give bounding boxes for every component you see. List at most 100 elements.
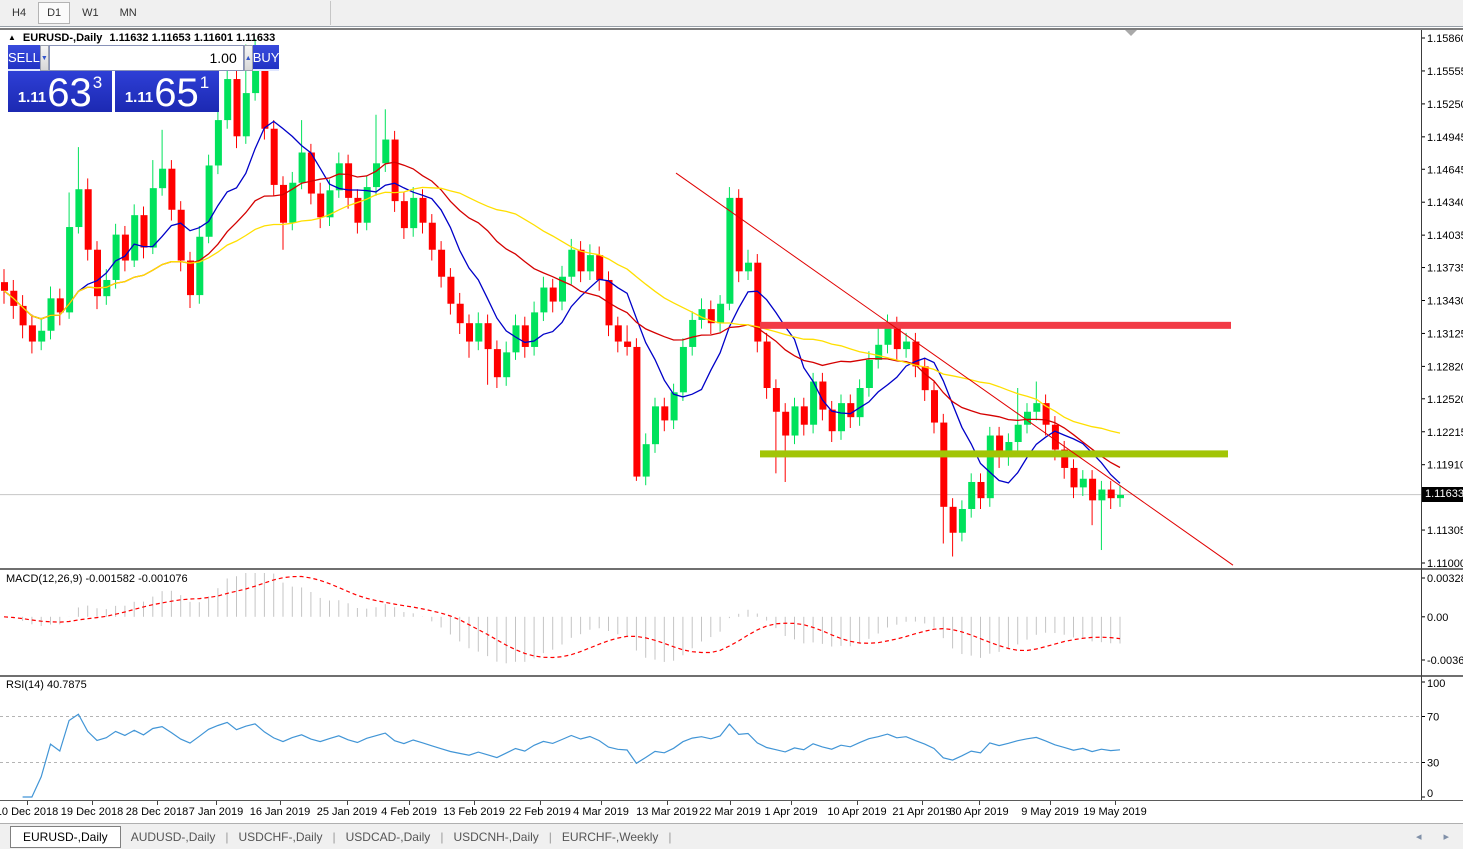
date-tick bbox=[347, 801, 348, 805]
sell-price-prefix: 1.11 bbox=[17, 89, 47, 106]
date-tick bbox=[1050, 801, 1051, 805]
svg-text:1.11000: 1.11000 bbox=[1427, 558, 1463, 568]
timeframe-tab-w1[interactable]: W1 bbox=[82, 7, 99, 19]
buy-price-prefix: 1.11 bbox=[124, 89, 154, 106]
svg-text:0: 0 bbox=[1427, 788, 1433, 800]
date-label: 4 Mar 2019 bbox=[573, 806, 629, 818]
panel-separator bbox=[0, 568, 1463, 570]
date-tick bbox=[540, 801, 541, 805]
date-label: 13 Mar 2019 bbox=[636, 806, 698, 818]
svg-text:1.15555: 1.15555 bbox=[1427, 66, 1463, 78]
price-chart-canvas[interactable]: 1.15860 1.15555 1.15250 1.14945 1.14645 1.143… bbox=[0, 30, 1463, 568]
date-tick bbox=[280, 801, 281, 805]
macd-panel-canvas[interactable]: 0.003287 0.00 -0.003659 bbox=[0, 570, 1463, 675]
tab-scroll-left-icon[interactable]: ◂ bbox=[1415, 831, 1422, 843]
svg-text:1.13735: 1.13735 bbox=[1427, 263, 1463, 275]
collapse-triangle-icon[interactable]: ▲ bbox=[8, 33, 16, 42]
date-tick bbox=[474, 801, 475, 805]
buy-price-pip: 1 bbox=[199, 73, 210, 92]
tab-separator: | bbox=[225, 829, 229, 844]
date-label: 30 Apr 2019 bbox=[949, 806, 1009, 818]
chart-tab-audusd[interactable]: AUDUSD-,Daily bbox=[130, 829, 216, 844]
date-label: 10 Apr 2019 bbox=[827, 806, 887, 818]
svg-text:100: 100 bbox=[1427, 678, 1445, 690]
date-label: 21 Apr 2019 bbox=[892, 806, 952, 818]
date-label: 10 Dec 2018 bbox=[0, 806, 59, 818]
svg-text:1.12215: 1.12215 bbox=[1427, 427, 1463, 439]
panel-separator bbox=[0, 675, 1463, 677]
rsi-panel-canvas[interactable]: 100 70 30 0 bbox=[0, 677, 1463, 800]
date-tick bbox=[216, 801, 217, 805]
date-label: 19 Dec 2018 bbox=[60, 806, 124, 818]
chart-header: ▲ EURUSD-,Daily 1.11632 1.11653 1.11601 … bbox=[8, 32, 275, 44]
sell-button[interactable]: SELL bbox=[8, 45, 40, 71]
svg-text:0.00: 0.00 bbox=[1427, 612, 1448, 624]
chart-shift-marker-icon bbox=[1125, 30, 1137, 36]
sell-price-pip: 3 bbox=[92, 73, 103, 92]
chart-symbol-title: EURUSD-,Daily bbox=[22, 32, 103, 44]
toolbar-separator bbox=[330, 1, 331, 25]
date-label: 9 May 2019 bbox=[1021, 806, 1079, 818]
date-tick bbox=[409, 801, 410, 805]
svg-text:1.13430: 1.13430 bbox=[1427, 296, 1463, 308]
price-axis-border bbox=[1421, 30, 1422, 800]
date-tick bbox=[857, 801, 858, 805]
volume-increase-button[interactable]: ▲ bbox=[243, 45, 253, 71]
svg-text:1.12520: 1.12520 bbox=[1427, 394, 1463, 406]
date-tick bbox=[791, 801, 792, 805]
chart-tab-usdcad[interactable]: USDCAD-,Daily bbox=[345, 829, 431, 844]
date-label: 7 Jan 2019 bbox=[188, 806, 244, 818]
svg-text:1.14945: 1.14945 bbox=[1427, 132, 1463, 144]
chart-tab-usdcnh[interactable]: USDCNH-,Daily bbox=[453, 829, 539, 844]
date-label: 19 May 2019 bbox=[1083, 806, 1147, 818]
svg-text:1.14645: 1.14645 bbox=[1427, 164, 1463, 176]
timeframe-tab-h4[interactable]: H4 bbox=[12, 7, 27, 19]
date-label: 28 Dec 2018 bbox=[125, 806, 189, 818]
date-label: 1 Apr 2019 bbox=[764, 806, 818, 818]
tab-separator: | bbox=[440, 829, 444, 844]
buy-price-button[interactable]: 1.11 65 1 bbox=[115, 71, 219, 116]
timeframe-toolbar: H4 D1 W1 MN bbox=[0, 0, 1463, 27]
buy-button[interactable]: BUY bbox=[252, 45, 280, 71]
chart-ohlc-values: 1.11632 1.11653 1.11601 1.11633 bbox=[109, 32, 276, 44]
current-price-tag: 1.11633 bbox=[1422, 486, 1463, 502]
chart-tab-eurusd[interactable]: EURUSD-,Daily bbox=[10, 825, 121, 848]
timeframe-tab-d1[interactable]: D1 bbox=[38, 2, 71, 24]
svg-text:-0.003659: -0.003659 bbox=[1427, 655, 1463, 667]
svg-text:1.13125: 1.13125 bbox=[1427, 328, 1463, 340]
chevron-down-icon: ▼ bbox=[40, 54, 48, 62]
buy-price-main: 65 bbox=[154, 71, 199, 116]
chart-tab-eurchf[interactable]: EURCHF-,Weekly bbox=[561, 829, 659, 844]
svg-text:1.15860: 1.15860 bbox=[1427, 33, 1463, 45]
tab-scroll-right-icon[interactable]: ▸ bbox=[1443, 831, 1449, 843]
date-label: 22 Mar 2019 bbox=[699, 806, 761, 818]
tab-separator: | bbox=[668, 829, 672, 844]
svg-text:1.15250: 1.15250 bbox=[1427, 99, 1463, 111]
chart-tabs-bar: EURUSD-,Daily AUDUSD-,Daily | USDCHF-,Da… bbox=[0, 823, 1463, 849]
date-tick bbox=[667, 801, 668, 805]
date-label: 16 Jan 2019 bbox=[249, 806, 311, 818]
date-label: 25 Jan 2019 bbox=[316, 806, 378, 818]
svg-text:70: 70 bbox=[1427, 712, 1439, 724]
svg-text:0.003287: 0.003287 bbox=[1427, 573, 1463, 585]
volume-input[interactable] bbox=[48, 45, 244, 71]
timeframe-tab-mn[interactable]: MN bbox=[119, 7, 137, 19]
svg-text:1.12820: 1.12820 bbox=[1427, 361, 1463, 373]
date-axis: 10 Dec 2018 19 Dec 2018 28 Dec 2018 7 Jan 2… bbox=[0, 801, 1463, 822]
date-label: 4 Feb 2019 bbox=[381, 806, 437, 818]
sell-price-main: 63 bbox=[47, 71, 92, 116]
date-tick bbox=[1115, 801, 1116, 805]
sell-price-button[interactable]: 1.11 63 3 bbox=[8, 71, 112, 116]
tab-separator: | bbox=[548, 829, 552, 844]
date-tick bbox=[979, 801, 980, 805]
volume-decrease-button[interactable]: ▼ bbox=[39, 45, 49, 71]
svg-text:1.11910: 1.11910 bbox=[1427, 460, 1463, 472]
svg-text:1.14035: 1.14035 bbox=[1427, 230, 1463, 242]
chevron-up-icon: ▲ bbox=[244, 54, 252, 62]
tab-separator: | bbox=[332, 829, 336, 844]
date-tick bbox=[157, 801, 158, 805]
date-tick bbox=[601, 801, 602, 805]
svg-text:1.14340: 1.14340 bbox=[1427, 197, 1463, 209]
chart-tab-usdchf[interactable]: USDCHF-,Daily bbox=[238, 829, 323, 844]
date-label: 13 Feb 2019 bbox=[443, 806, 505, 818]
